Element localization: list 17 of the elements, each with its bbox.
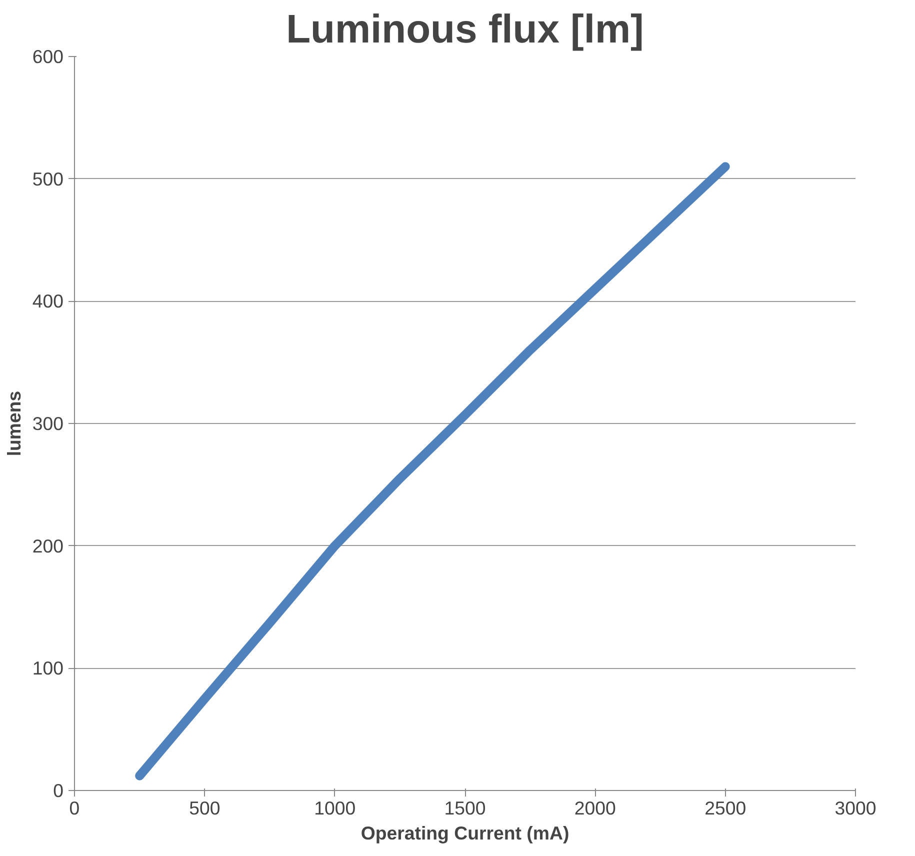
y-tick-label: 400 [32, 290, 64, 312]
y-tick-label: 600 [32, 46, 64, 67]
y-tick-label: 0 [53, 780, 64, 801]
x-tick-label: 2000 [574, 798, 616, 818]
x-tick-label: 3000 [834, 798, 876, 818]
x-tick-label: 1500 [444, 798, 486, 818]
y-tick-label: 500 [32, 168, 64, 190]
y-tick-label: 100 [32, 658, 64, 679]
chart-title: Luminous flux [lm] [286, 8, 644, 52]
x-axis-title: Operating Current (mA) [360, 822, 570, 844]
x-tick-label: 500 [189, 798, 220, 818]
y-tick-label: 300 [32, 413, 64, 434]
x-tick-label: 1000 [314, 798, 356, 818]
x-tick-label: 2500 [704, 798, 746, 818]
x-tick-label: 0 [69, 798, 80, 818]
y-tick-label: 200 [32, 535, 64, 556]
y-axis-title: lumens [3, 390, 24, 456]
